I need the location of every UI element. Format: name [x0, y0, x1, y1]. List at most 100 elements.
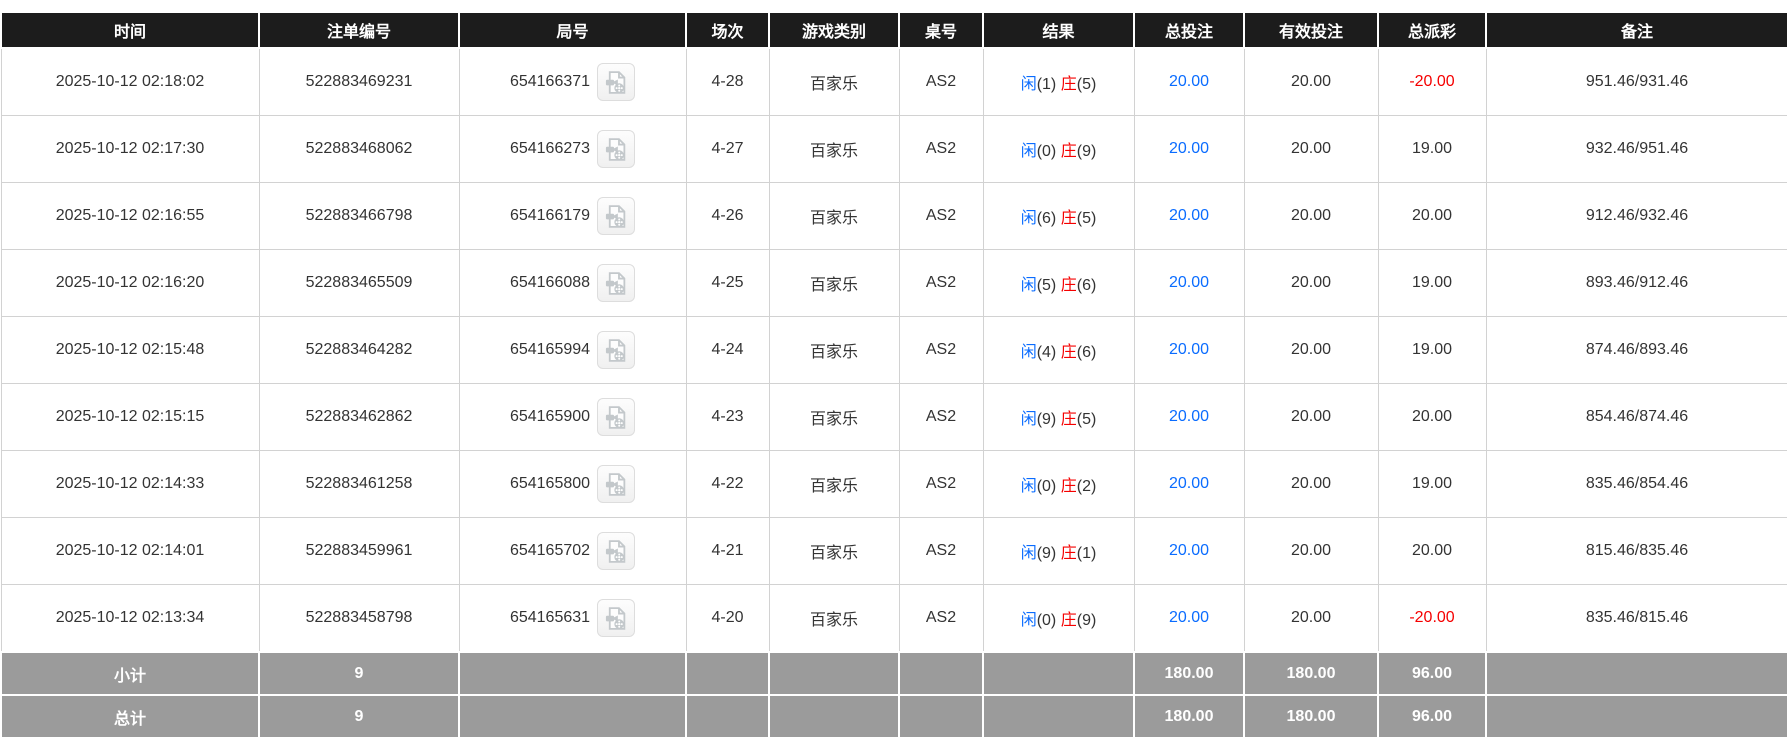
summary-total-bet: 180.00	[1133, 694, 1245, 739]
result-cell: 闲(0) 庄(9)	[982, 115, 1135, 183]
player-result-points: (0)	[1036, 478, 1057, 495]
order-number-cell: 522883461258	[258, 450, 460, 518]
column-header-round: 局号	[458, 11, 687, 49]
summary-label: 小计	[0, 651, 260, 696]
player-result-points: (9)	[1036, 545, 1057, 562]
remark-cell: 932.46/951.46	[1485, 115, 1787, 183]
round-cell: 654165900	[458, 383, 687, 451]
session-cell: 4-22	[685, 450, 770, 518]
table-row: 2025-10-12 02:15:15 522883462862 654165900…	[0, 383, 1787, 451]
total-bet-cell[interactable]: 20.00	[1133, 182, 1245, 250]
player-result-label: 闲	[1020, 612, 1037, 629]
banker-result-label: 庄	[1060, 478, 1077, 495]
table-row: 2025-10-12 02:17:30 522883468062 654166273…	[0, 115, 1787, 183]
banker-result-points: (2)	[1076, 478, 1097, 495]
summary-row: 总计 9 180.00 180.00 96.00	[0, 694, 1787, 739]
total-bet-cell[interactable]: 20.00	[1133, 47, 1245, 116]
player-result-points: (9)	[1036, 411, 1057, 428]
player-result-points: (0)	[1036, 612, 1057, 629]
banker-result-label: 庄	[1060, 545, 1077, 562]
video-replay-button[interactable]	[597, 532, 636, 570]
summary-row: 小计 9 180.00 180.00 96.00	[0, 651, 1787, 696]
time-cell: 2025-10-12 02:16:55	[0, 182, 260, 250]
summary-total-bet: 180.00	[1133, 651, 1245, 696]
video-replay-button[interactable]	[597, 465, 636, 503]
table-number-cell: AS2	[898, 517, 984, 585]
order-number-cell: 522883459961	[258, 517, 460, 585]
video-file-icon	[605, 405, 625, 429]
payout-cell: 20.00	[1377, 182, 1487, 250]
result-cell: 闲(4) 庄(6)	[982, 316, 1135, 384]
valid-bet-cell: 20.00	[1243, 383, 1379, 451]
round-cell: 654166273	[458, 115, 687, 183]
round-number: 654165702	[509, 542, 591, 559]
player-result-points: (1)	[1036, 76, 1057, 93]
game-type-cell: 百家乐	[768, 249, 900, 317]
table-number-cell: AS2	[898, 584, 984, 653]
total-bet-cell[interactable]: 20.00	[1133, 450, 1245, 518]
summary-valid-bet: 180.00	[1243, 651, 1379, 696]
round-number: 654165900	[509, 408, 591, 425]
player-result-label: 闲	[1020, 344, 1037, 361]
video-file-icon	[605, 606, 625, 630]
time-cell: 2025-10-12 02:15:48	[0, 316, 260, 384]
result-cell: 闲(0) 庄(9)	[982, 584, 1135, 653]
order-number-cell: 522883464282	[258, 316, 460, 384]
valid-bet-cell: 20.00	[1243, 316, 1379, 384]
total-bet-cell[interactable]: 20.00	[1133, 249, 1245, 317]
video-file-icon	[605, 539, 625, 563]
game-type-cell: 百家乐	[768, 450, 900, 518]
player-result-points: (6)	[1036, 210, 1057, 227]
payout-cell: -20.00	[1377, 47, 1487, 116]
summary-empty-result	[982, 694, 1135, 739]
table-row: 2025-10-12 02:14:33 522883461258 654165800…	[0, 450, 1787, 518]
player-result-label: 闲	[1020, 277, 1037, 294]
round-number: 654166371	[509, 73, 591, 90]
order-number-cell: 522883462862	[258, 383, 460, 451]
remark-cell: 854.46/874.46	[1485, 383, 1787, 451]
table-row: 2025-10-12 02:13:34 522883458798 654165631…	[0, 584, 1787, 653]
player-result-label: 闲	[1020, 143, 1037, 160]
video-replay-button[interactable]	[597, 63, 636, 101]
header-row: 时间 注单编号 局号 场次 游戏类别 桌号 结果 总投注 有效投注 总派彩 备注	[0, 11, 1787, 49]
session-cell: 4-28	[685, 47, 770, 116]
banker-result-label: 庄	[1060, 143, 1077, 160]
banker-result-points: (9)	[1076, 143, 1097, 160]
round-number: 654166273	[509, 140, 591, 157]
column-header-time: 时间	[0, 11, 260, 49]
game-type-cell: 百家乐	[768, 182, 900, 250]
order-number-cell: 522883458798	[258, 584, 460, 653]
video-replay-button[interactable]	[597, 599, 636, 637]
summary-empty-game	[768, 651, 900, 696]
banker-result-points: (5)	[1076, 411, 1097, 428]
summary-empty-table	[898, 651, 984, 696]
video-replay-button[interactable]	[597, 130, 636, 168]
payout-cell: 19.00	[1377, 115, 1487, 183]
total-bet-cell[interactable]: 20.00	[1133, 383, 1245, 451]
column-header-result: 结果	[982, 11, 1135, 49]
video-replay-button[interactable]	[597, 331, 636, 369]
valid-bet-cell: 20.00	[1243, 115, 1379, 183]
column-header-order: 注单编号	[258, 11, 460, 49]
session-cell: 4-20	[685, 584, 770, 653]
column-header-session: 场次	[685, 11, 770, 49]
player-result-points: (0)	[1036, 143, 1057, 160]
payout-cell: 20.00	[1377, 517, 1487, 585]
round-cell: 654166088	[458, 249, 687, 317]
banker-result-points: (9)	[1076, 612, 1097, 629]
time-cell: 2025-10-12 02:16:20	[0, 249, 260, 317]
game-type-cell: 百家乐	[768, 383, 900, 451]
video-replay-button[interactable]	[597, 398, 636, 436]
video-replay-button[interactable]	[597, 264, 636, 302]
round-cell: 654165702	[458, 517, 687, 585]
remark-cell: 835.46/854.46	[1485, 450, 1787, 518]
total-bet-cell[interactable]: 20.00	[1133, 584, 1245, 653]
total-bet-cell[interactable]: 20.00	[1133, 115, 1245, 183]
total-bet-cell[interactable]: 20.00	[1133, 316, 1245, 384]
valid-bet-cell: 20.00	[1243, 182, 1379, 250]
records-body: 2025-10-12 02:18:02 522883469231 654166371…	[0, 47, 1787, 653]
video-replay-button[interactable]	[597, 197, 636, 235]
column-header-table_no: 桌号	[898, 11, 984, 49]
total-bet-cell[interactable]: 20.00	[1133, 517, 1245, 585]
